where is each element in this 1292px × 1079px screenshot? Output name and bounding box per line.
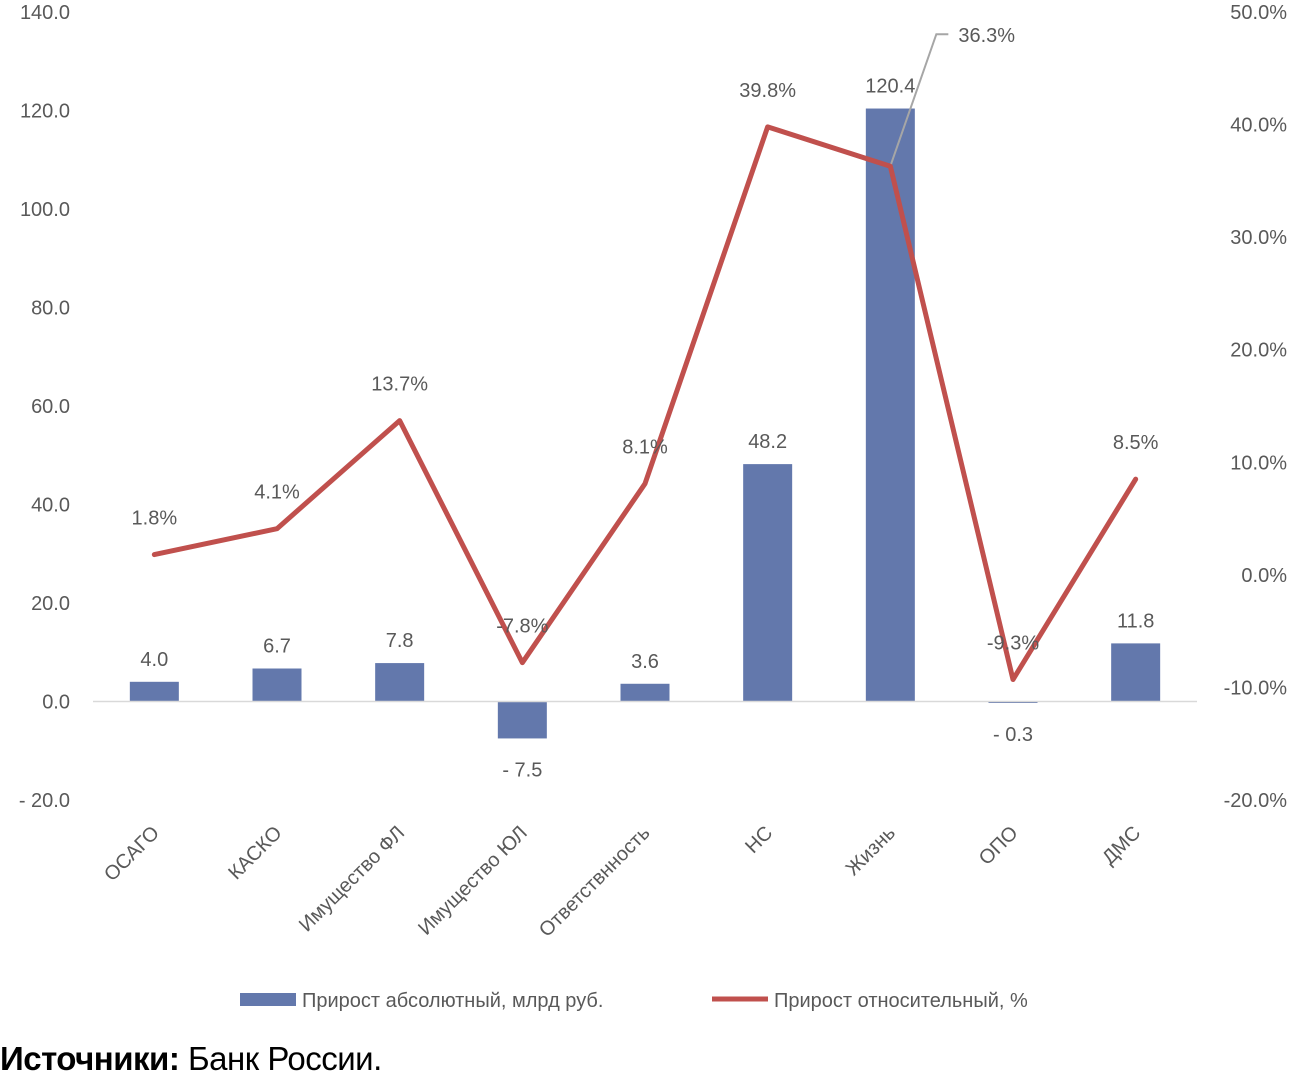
line-data-label: 8.5% bbox=[1113, 432, 1159, 454]
line-data-label: 39.8% bbox=[739, 80, 796, 102]
source-text: Банк России. bbox=[187, 1040, 382, 1077]
category-label: Имущество ФЛ bbox=[295, 822, 409, 936]
bar-data-label: 48.2 bbox=[748, 431, 787, 453]
bar bbox=[865, 108, 915, 702]
y-left-tick-label: 140.0 bbox=[20, 2, 70, 24]
bar bbox=[497, 701, 547, 739]
y-left-tick-label: 0.0 bbox=[42, 692, 70, 714]
line-data-label: 13.7% bbox=[371, 374, 428, 396]
line-data-label: 36.3% bbox=[958, 25, 1015, 47]
line-data-label: -9.3% bbox=[987, 633, 1039, 655]
bar bbox=[252, 668, 302, 702]
bar-data-label: 120.4 bbox=[865, 76, 915, 98]
y-right-tick-label: 0.0% bbox=[1241, 565, 1287, 587]
category-label: КАСКО bbox=[224, 822, 286, 884]
y-right-tick-label: 30.0% bbox=[1230, 227, 1287, 249]
category-label: Ответствнность bbox=[535, 822, 655, 942]
bar bbox=[129, 681, 179, 702]
bar bbox=[1111, 643, 1161, 702]
bar-data-label: 11.8 bbox=[1117, 610, 1154, 632]
y-left-tick-label: 100.0 bbox=[20, 199, 70, 221]
bar bbox=[620, 683, 670, 702]
bar bbox=[743, 464, 793, 702]
category-label: НС bbox=[741, 822, 777, 858]
legend-swatch-bar bbox=[240, 993, 296, 1006]
y-left-tick-label: - 20.0 bbox=[19, 790, 70, 812]
category-label: ДМС bbox=[1098, 822, 1145, 869]
y-left-tick-label: 40.0 bbox=[31, 495, 70, 517]
source-label: Источники: bbox=[0, 1040, 180, 1077]
source-note: Источники: Банк России. bbox=[0, 1040, 382, 1078]
category-label: ОСАГО bbox=[100, 822, 164, 886]
y-right-tick-label: -10.0% bbox=[1224, 677, 1288, 699]
bar bbox=[375, 663, 425, 702]
category-label: Жизнь bbox=[842, 822, 900, 880]
bar-data-label: 4.0 bbox=[140, 649, 168, 671]
y-right-tick-label: 50.0% bbox=[1230, 2, 1287, 24]
line-data-label: 1.8% bbox=[132, 508, 178, 530]
line-data-label: 4.1% bbox=[254, 482, 300, 504]
y-left-tick-label: 120.0 bbox=[20, 101, 70, 123]
y-right-tick-label: 20.0% bbox=[1230, 340, 1287, 362]
category-label: ОПО bbox=[975, 822, 1023, 870]
line-data-label: 8.1% bbox=[622, 437, 668, 459]
bar-data-label: 7.8 bbox=[386, 630, 414, 652]
label-leader-line bbox=[889, 33, 949, 167]
y-right-tick-label: 40.0% bbox=[1230, 115, 1287, 137]
line-series bbox=[151, 124, 1139, 683]
category-label: Имущество ЮЛ bbox=[414, 822, 532, 940]
bar-data-label: 6.7 bbox=[263, 636, 291, 658]
bar-data-label: 3.6 bbox=[631, 651, 659, 673]
y-left-tick-label: 80.0 bbox=[31, 298, 70, 320]
y-right-tick-label: -20.0% bbox=[1224, 790, 1288, 812]
chart: - 20.0 0.0 20.0 40.0 60.0 80.0 100.0 120.0 140.0… bbox=[19, 2, 1288, 1012]
bar-data-label: - 7.5 bbox=[502, 759, 542, 781]
legend-label-line: Прирост относительный, % bbox=[774, 990, 1028, 1012]
y-left-tick-label: 20.0 bbox=[31, 593, 70, 615]
y-left-tick-label: 60.0 bbox=[31, 396, 70, 418]
y-right-tick-label: 10.0% bbox=[1230, 452, 1287, 474]
line-data-label: -7.8% bbox=[496, 616, 548, 638]
legend-label-bar: Прирост абсолютный, млрд руб. bbox=[302, 990, 603, 1012]
bar-data-label: - 0.3 bbox=[993, 724, 1033, 746]
